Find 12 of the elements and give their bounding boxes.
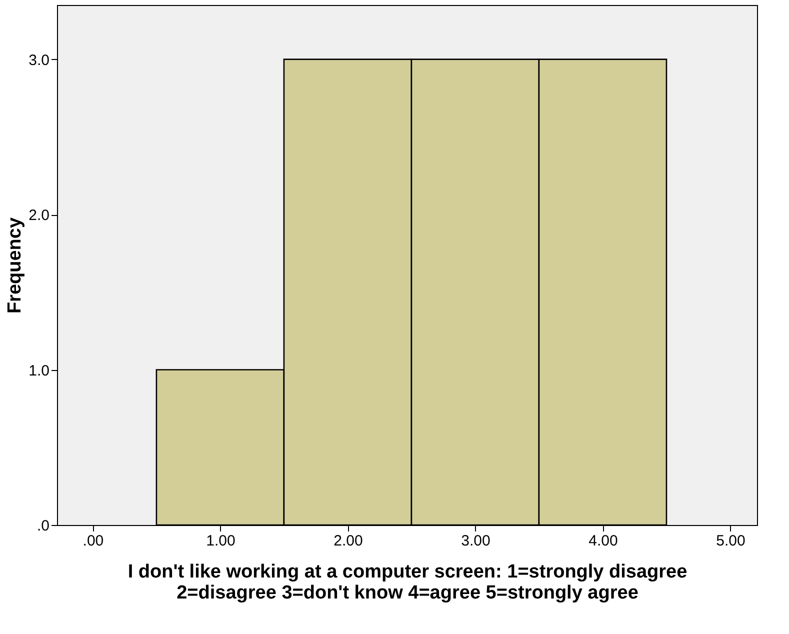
x-tick-label: 4.00 [588, 532, 618, 550]
y-tick-label: .0 [36, 518, 50, 534]
y-tick-label: 2.0 [28, 207, 50, 224]
y-tick-label: 1.0 [28, 362, 50, 380]
x-tick-label: .00 [82, 532, 104, 550]
x-tick-label: 1.00 [206, 532, 236, 550]
y-axis-title: Frequency [4, 217, 26, 314]
x-tick-label: 5.00 [716, 532, 746, 550]
x-tick-label: 2.00 [334, 532, 363, 550]
x-tick-label: 3.00 [461, 532, 490, 550]
x-axis-title: I don't like working at a computer screen: 1=strongly disagree 2=disagree 3=don't know 4=agree 5=strongly agree [128, 562, 688, 604]
y-tick-label: 3.0 [28, 52, 50, 69]
